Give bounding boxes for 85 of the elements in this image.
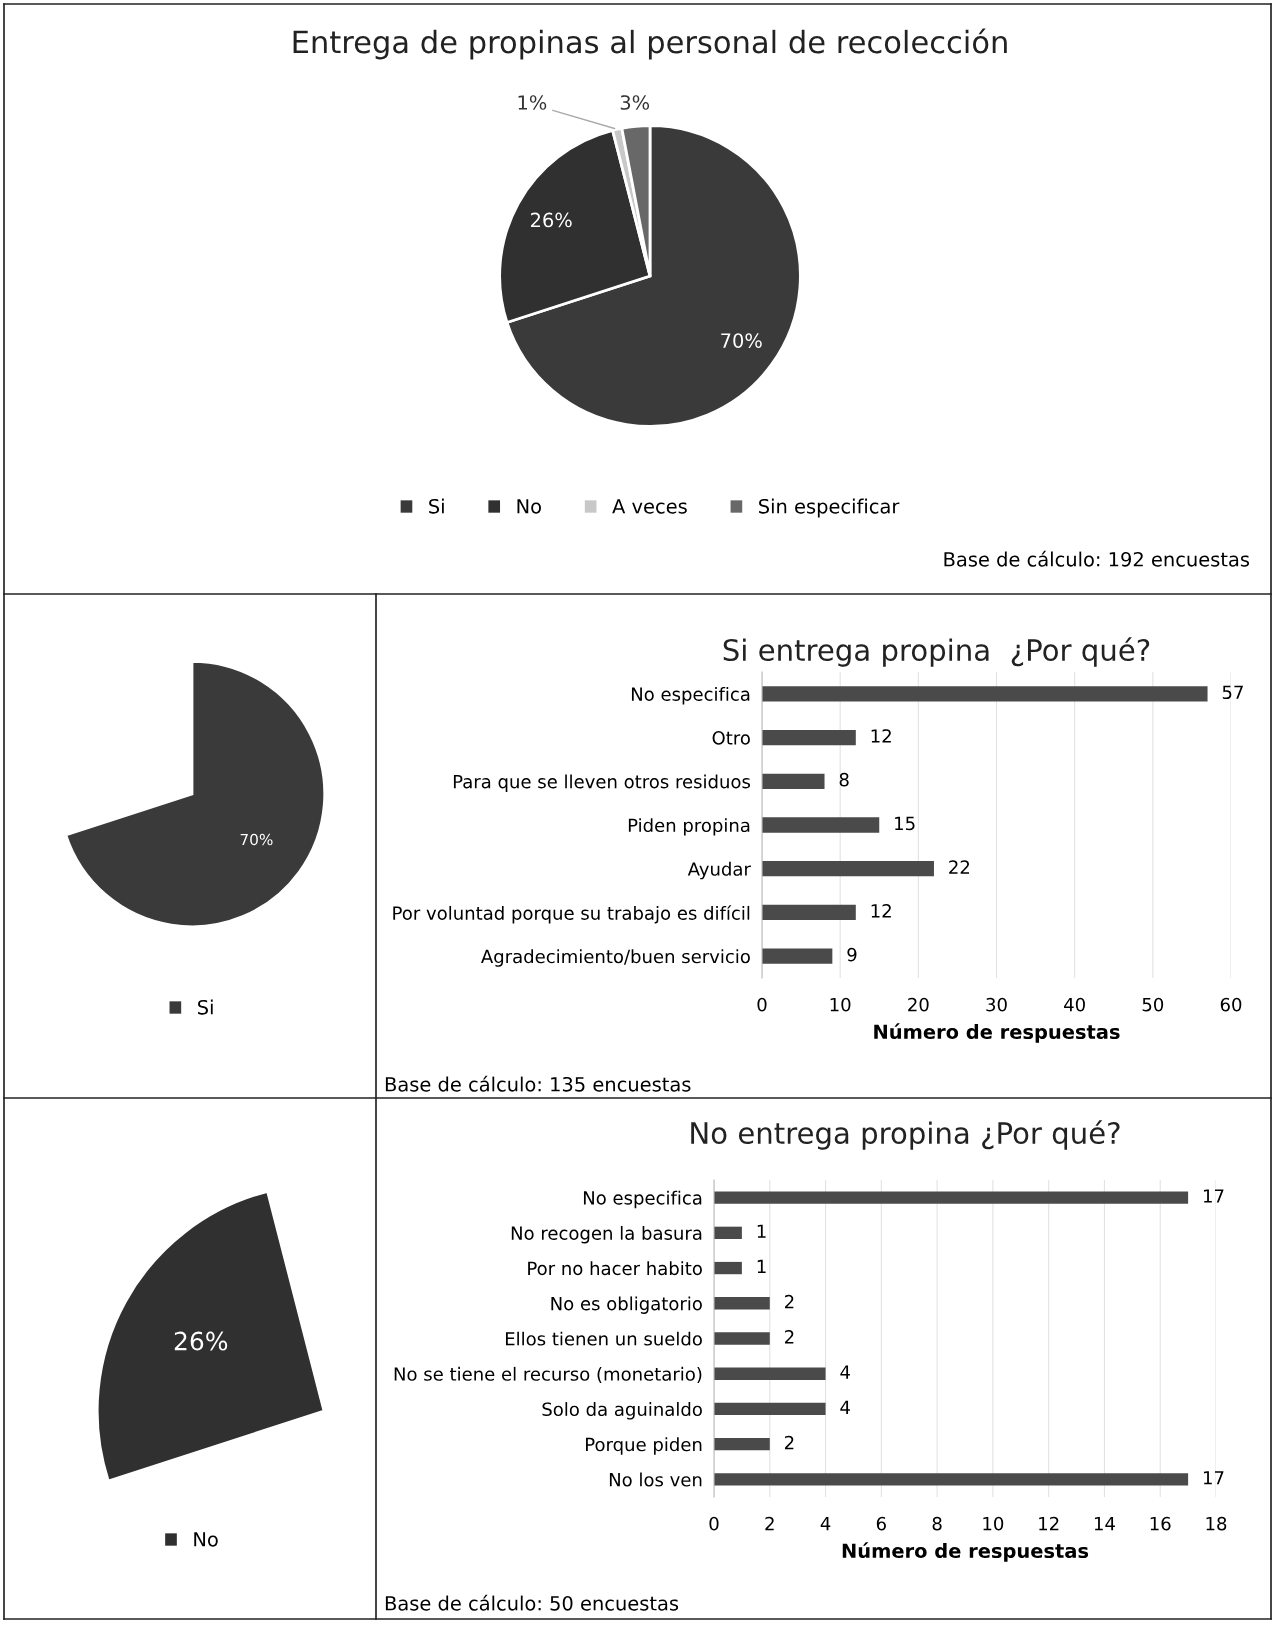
data-label: 4	[840, 1400, 850, 1414]
data-label: 12	[871, 904, 891, 918]
bar	[714, 1226, 742, 1239]
x-tick-label: 18	[1206, 1516, 1227, 1531]
data-label: 70%	[721, 333, 762, 348]
y-tick-label: Ellos tienen un sueldo	[505, 1331, 702, 1346]
x-tick-label: 0	[709, 1516, 719, 1531]
x-axis-title: Número de respuestas	[842, 1542, 1089, 1562]
bar	[714, 1402, 826, 1416]
x-tick-label: 0	[757, 997, 767, 1012]
bar	[714, 1438, 770, 1451]
bar	[762, 686, 1208, 702]
bar	[714, 1332, 770, 1345]
bar	[762, 948, 833, 964]
data-label: 4	[840, 1365, 850, 1379]
x-tick-label: 6	[876, 1516, 886, 1531]
bar	[714, 1297, 770, 1310]
y-tick-label: Para que se lleven otros residuos	[453, 774, 751, 792]
chart-title: Si entrega propina ¿Por qué?	[723, 637, 1150, 667]
text: Base de cálculo: 135 encuestas	[385, 1075, 691, 1092]
y-tick-label: No se tiene el recurso (monetario)	[394, 1366, 702, 1383]
y-tick-label: Por voluntad porque su trabajo es difícil	[393, 905, 750, 924]
bar	[762, 904, 856, 921]
data-label: 26%	[174, 1331, 228, 1351]
y-tick-label: Solo da aguinaldo	[542, 1402, 702, 1420]
chart-title: Entrega de propinas al personal de recolección	[293, 28, 1007, 60]
legend-label: Sin especificar	[759, 498, 900, 518]
data-label: 8	[839, 772, 849, 787]
legend-label: No	[517, 499, 541, 514]
legend-label: Si	[429, 498, 444, 514]
data-label: 12	[871, 729, 891, 743]
data-label: 1	[757, 1224, 766, 1238]
y-tick-label: Otro	[712, 731, 750, 745]
data-label: 3%	[620, 95, 650, 110]
text: Base de cálculo: 50 encuestas	[385, 1594, 679, 1611]
x-tick-label: 12	[1039, 1516, 1059, 1531]
bar	[714, 1261, 742, 1275]
legend-label: No	[194, 1532, 218, 1547]
chart-title: No entrega propina ¿Por qué?	[691, 1120, 1120, 1150]
data-label: 2	[784, 1330, 794, 1344]
data-label: 26%	[530, 212, 572, 228]
legend-label: Si	[198, 999, 213, 1015]
x-tick-label: 10	[983, 1516, 1004, 1531]
text: Base de cálculo: 192 encuestas	[944, 550, 1250, 567]
y-tick-label: Agradecimiento/buen servicio	[481, 949, 750, 967]
y-tick-label: No es obligatorio	[551, 1296, 702, 1314]
bar	[762, 773, 825, 789]
data-label: 15	[895, 816, 915, 831]
y-tick-label: Ayudar	[687, 861, 751, 880]
data-label: 17	[1203, 1189, 1224, 1203]
y-tick-label: Porque piden	[586, 1437, 702, 1455]
data-label: 70%	[240, 833, 273, 846]
y-tick-label: No especifica	[583, 1190, 702, 1209]
data-label: 17	[1203, 1471, 1224, 1485]
x-tick-label: 40	[1064, 997, 1085, 1012]
data-label: 9	[847, 947, 857, 962]
y-tick-label: No recogen la basura	[511, 1225, 702, 1244]
x-tick-label: 4	[820, 1517, 831, 1531]
x-tick-label: 8	[932, 1516, 942, 1531]
y-tick-label: No especifica	[631, 687, 750, 705]
data-label: 1	[757, 1259, 766, 1274]
x-tick-label: 20	[908, 997, 929, 1012]
x-tick-label: 50	[1142, 997, 1164, 1012]
data-label: 1%	[518, 95, 547, 110]
data-label: 22	[949, 860, 970, 874]
y-tick-label: Piden propina	[628, 818, 750, 836]
x-tick-label: 10	[830, 997, 851, 1012]
data-label: 2	[784, 1294, 794, 1309]
x-tick-label: 60	[1220, 997, 1242, 1012]
legend-label: A veces	[612, 499, 687, 514]
x-tick-label: 16	[1150, 1516, 1171, 1531]
bar	[714, 1473, 1189, 1486]
bar	[762, 729, 856, 746]
data-label: 2	[784, 1435, 794, 1450]
bar	[714, 1191, 1189, 1204]
bar	[714, 1367, 826, 1380]
y-tick-label: No los ven	[609, 1472, 702, 1487]
x-axis-title: Número de respuestas	[874, 1023, 1120, 1043]
x-tick-label: 30	[986, 997, 1007, 1012]
bar	[762, 817, 880, 833]
y-tick-label: Por no hacer habito	[528, 1261, 702, 1276]
data-label: 57	[1222, 685, 1243, 700]
bar	[762, 861, 934, 877]
x-tick-label: 2	[765, 1516, 774, 1531]
x-tick-label: 14	[1094, 1517, 1115, 1531]
